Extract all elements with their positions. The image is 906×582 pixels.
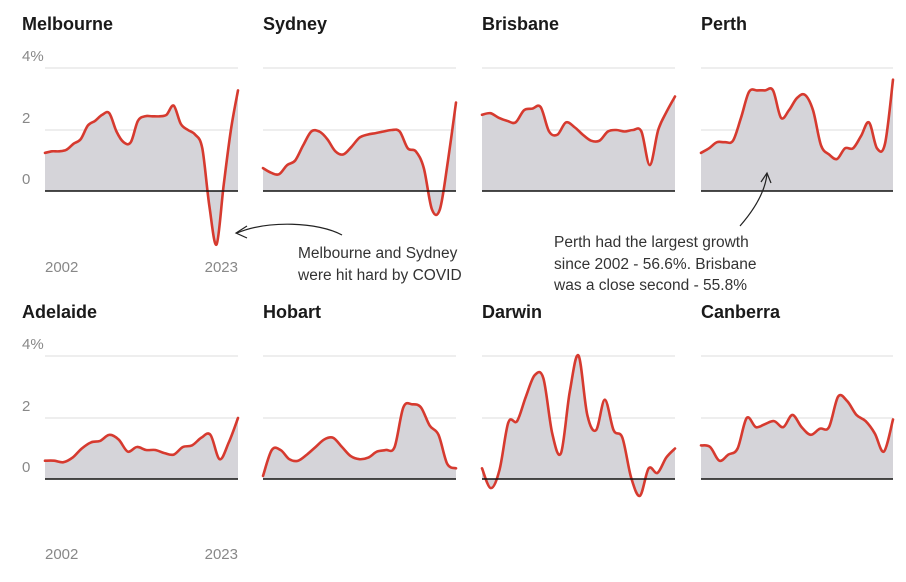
panel-title-canberra: Canberra bbox=[701, 302, 781, 322]
series-line-brisbane bbox=[480, 95, 677, 167]
panel-darwin: Darwin bbox=[480, 302, 677, 498]
panel-adelaide: Adelaide 4% 2 0 2002 2023 bbox=[22, 302, 240, 563]
panel-title-sydney: Sydney bbox=[263, 14, 327, 34]
panel-melbourne: Melbourne 4% 2 0 2002 2023 bbox=[22, 14, 240, 276]
panel-title-melbourne: Melbourne bbox=[22, 14, 113, 34]
chart-panels: Melbourne 4% 2 0 2002 2023 Sydney Brisbane Perth… bbox=[22, 14, 895, 563]
panel-title-hobart: Hobart bbox=[263, 302, 321, 322]
series-line-perth bbox=[699, 78, 895, 161]
panel-hobart: Hobart bbox=[261, 302, 458, 480]
annotation-perth-arrow bbox=[739, 173, 768, 227]
x-tick-label-start: 2002 bbox=[45, 259, 78, 276]
series-line-darwin bbox=[480, 354, 677, 498]
panel-perth: Perth bbox=[699, 14, 895, 192]
area-perth bbox=[701, 79, 893, 191]
panel-title-perth: Perth bbox=[701, 14, 747, 34]
area-melbourne bbox=[45, 90, 238, 245]
series-line-canberra bbox=[699, 393, 895, 463]
annotation-covid: Melbourne and Sydney were hit hard by CO… bbox=[234, 223, 462, 284]
annotation-perth-line-3: was a close second - 55.8% bbox=[553, 277, 747, 294]
annotation-covid-arrowhead bbox=[234, 225, 248, 239]
y-tick-label: 2 bbox=[22, 110, 30, 127]
x-tick-label-end: 2023 bbox=[205, 546, 238, 563]
area-brisbane bbox=[482, 96, 675, 191]
annotation-perth-arrowhead bbox=[760, 171, 772, 184]
y-tick-label: 0 bbox=[22, 171, 30, 188]
panel-canberra: Canberra bbox=[699, 302, 895, 480]
y-tick-label: 0 bbox=[22, 459, 30, 476]
annotation-covid-line-2: were hit hard by COVID bbox=[297, 267, 462, 284]
panel-title-adelaide: Adelaide bbox=[22, 302, 97, 322]
series-line-sydney bbox=[261, 101, 458, 217]
area-hobart bbox=[263, 403, 456, 479]
y-tick-label: 4% bbox=[22, 48, 44, 65]
panel-sydney: Sydney bbox=[261, 14, 458, 217]
series-line-melbourne bbox=[43, 89, 240, 246]
annotation-covid-arrow bbox=[236, 223, 343, 236]
x-tick-label-start: 2002 bbox=[45, 546, 78, 563]
annotation-perth-line-1: Perth had the largest growth bbox=[554, 234, 749, 251]
series-line-hobart bbox=[261, 401, 458, 478]
panel-title-brisbane: Brisbane bbox=[482, 14, 559, 34]
series-line-adelaide bbox=[43, 416, 240, 464]
area-sydney bbox=[263, 102, 456, 215]
y-tick-label: 2 bbox=[22, 398, 30, 415]
annotation-perth-line-2: since 2002 - 56.6%. Brisbane bbox=[554, 256, 756, 273]
x-tick-label-end: 2023 bbox=[205, 259, 238, 276]
area-canberra bbox=[701, 395, 893, 479]
panel-title-darwin: Darwin bbox=[482, 302, 542, 322]
panel-brisbane: Brisbane bbox=[480, 14, 677, 192]
y-tick-label: 4% bbox=[22, 336, 44, 353]
annotation-covid-line-1: Melbourne and Sydney bbox=[298, 245, 458, 262]
annotation-perth: Perth had the largest growth since 2002 … bbox=[553, 171, 772, 294]
